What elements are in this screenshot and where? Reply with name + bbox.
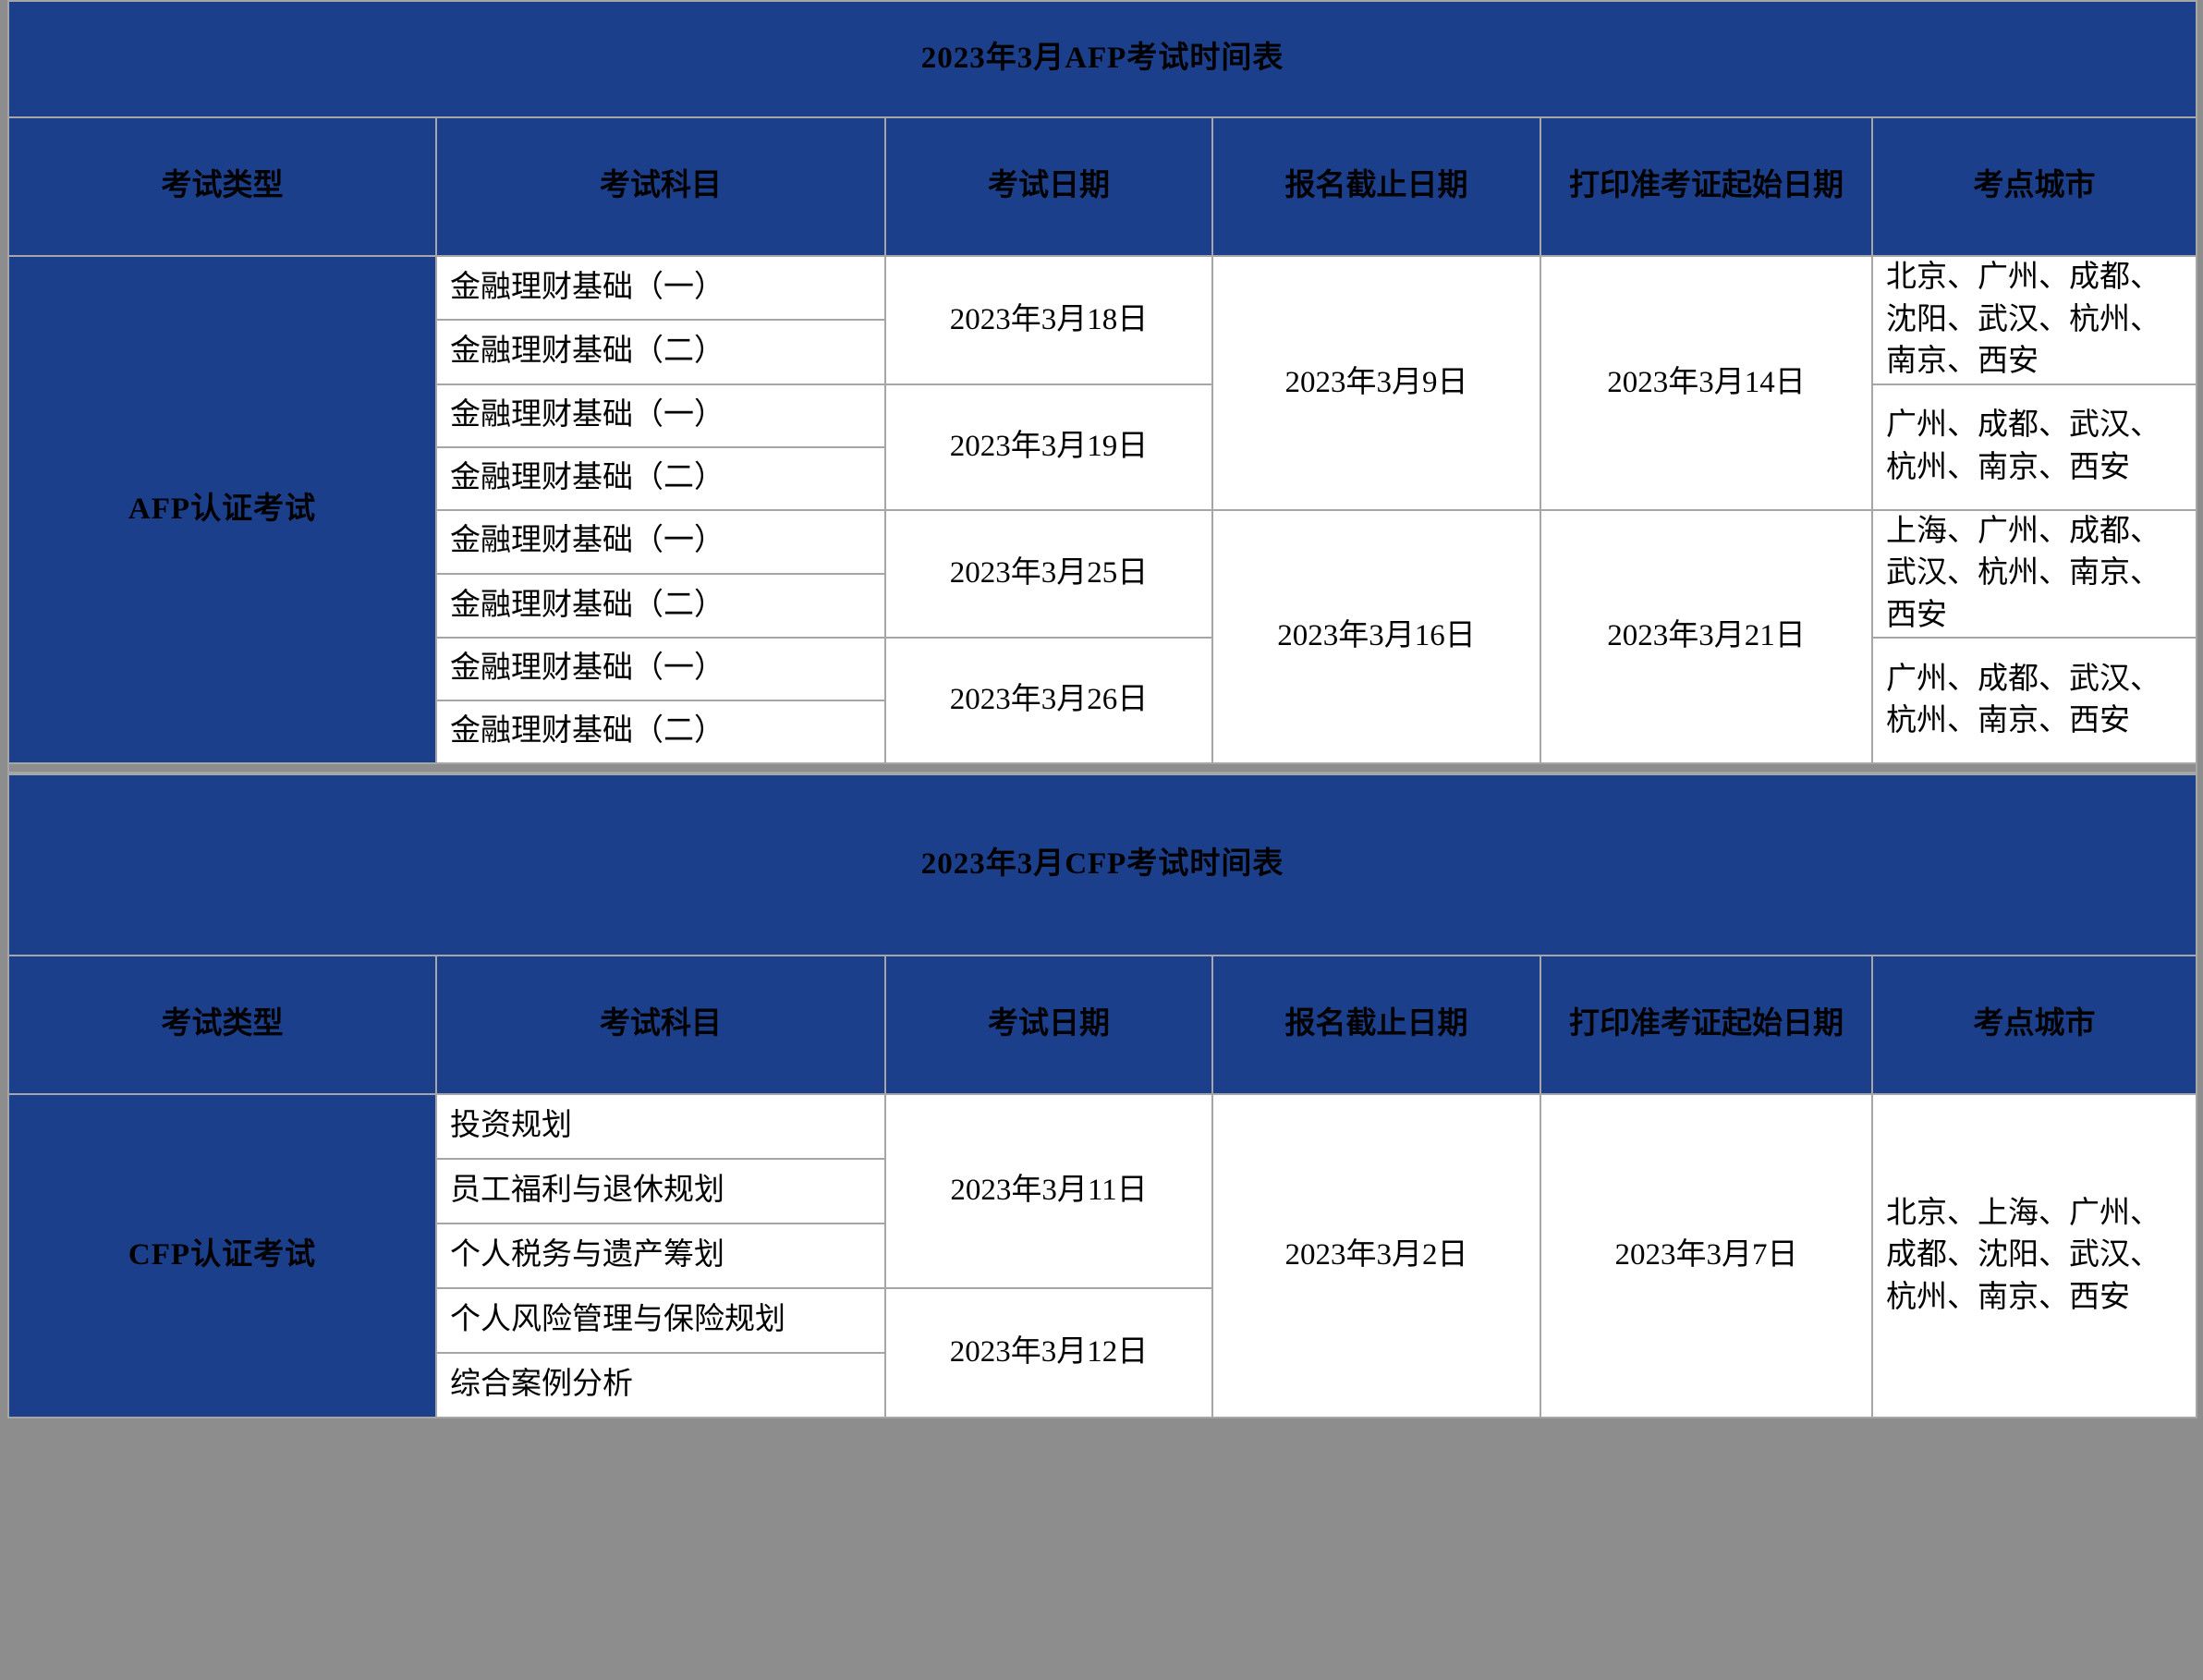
- table-row: 综合案例分析: [8, 1352, 2197, 1419]
- table-row: 个人风险管理与保险规划 2023年3月12日: [8, 1287, 2197, 1419]
- afp-subject-cell: 金融理财基础（一）: [435, 383, 886, 448]
- afp-cities-cell: 北京、广州、成都、沈阳、武汉、杭州、南京、西安: [1870, 255, 2198, 385]
- cfp-subject-cell: 综合案例分析: [435, 1352, 886, 1419]
- header-admission-ticket-start: 打印准考证起始日期: [1540, 116, 1873, 257]
- cfp-header-row: 考试类型 考试科目 考试日期 报名截止日期 打印准考证起始日期 考点城市: [7, 955, 2198, 1096]
- header-exam-subject: 考试科目: [435, 116, 886, 257]
- header-registration-deadline: 报名截止日期: [1211, 955, 1541, 1096]
- afp-subject-cell: 金融理财基础（二）: [435, 445, 886, 511]
- afp-ticket-date-cell: 2023年3月21日: [1540, 508, 1873, 765]
- table-row: 金融理财基础（二）: [8, 319, 2197, 385]
- afp-exam-date-cell: 2023年3月26日: [884, 637, 1213, 765]
- header-exam-subject: 考试科目: [435, 955, 886, 1096]
- table-row: AFP认证考试 金融理财基础（一） 2023年3月18日 2023年3月9日 2…: [7, 254, 2198, 765]
- cfp-subject-cell: 个人风险管理与保险规划: [435, 1287, 886, 1355]
- table-row: 个人税务与遗产筹划: [8, 1223, 2197, 1290]
- afp-exam-date-cell: 2023年3月25日: [884, 508, 1213, 639]
- table-row: 金融理财基础（二）: [8, 445, 2197, 511]
- afp-cities-cell: 广州、成都、武汉、杭州、南京、西安: [1870, 637, 2198, 765]
- table-row: 金融理财基础（二）: [8, 572, 2197, 639]
- afp-title: 2023年3月AFP考试时间表: [6, 0, 2198, 118]
- table-row: 员工福利与退休规划: [8, 1158, 2197, 1225]
- gap-cell: [6, 762, 2198, 774]
- afp-exam-date-cell: 2023年3月18日: [884, 255, 1213, 385]
- afp-cities-cell: 上海、广州、成都、武汉、杭州、南京、西安: [1870, 508, 2198, 639]
- header-exam-type: 考试类型: [7, 955, 437, 1096]
- afp-subject-cell: 金融理财基础（一）: [435, 254, 886, 322]
- cfp-schedule-table: 2023年3月CFP考试时间表 考试类型 考试科目 考试日期 报名截止日期 打印…: [6, 773, 2198, 1419]
- afp-subject-cell: 金融理财基础（二）: [435, 572, 886, 639]
- afp-deadline-cell: 2023年3月9日: [1211, 255, 1541, 511]
- table-section-gap: [6, 762, 2198, 774]
- table-row: 金融理财基础（一） 2023年3月26日 广州、成都、武汉、杭州、南京、西安: [8, 637, 2198, 765]
- afp-exam-type-cell: AFP认证考试: [7, 254, 437, 765]
- cfp-ticket-date-cell: 2023年3月7日: [1540, 1093, 1873, 1419]
- afp-subject-cell: 金融理财基础（一）: [435, 637, 886, 702]
- afp-deadline-cell: 2023年3月16日: [1211, 508, 1541, 765]
- afp-subject-cell: 金融理财基础（二）: [435, 700, 886, 765]
- header-exam-date: 考试日期: [884, 955, 1213, 1096]
- header-exam-cities: 考点城市: [1870, 116, 2198, 257]
- afp-ticket-date-cell: 2023年3月14日: [1540, 255, 1873, 511]
- table-row: CFP认证考试 投资规划 2023年3月11日 2023年3月2日 2023年3…: [7, 1093, 2198, 1419]
- cfp-cities-cell: 北京、上海、广州、成都、沈阳、武汉、杭州、南京、西安: [1870, 1093, 2198, 1419]
- cfp-exam-type-cell: CFP认证考试: [7, 1093, 437, 1419]
- cfp-deadline-cell: 2023年3月2日: [1211, 1093, 1541, 1419]
- afp-exam-date-cell: 2023年3月19日: [884, 383, 1213, 511]
- table-row: 金融理财基础（一） 2023年3月19日 广州、成都、武汉、杭州、南京、西安: [8, 383, 2198, 511]
- cfp-subject-cell: 投资规划: [435, 1093, 886, 1161]
- header-registration-deadline: 报名截止日期: [1211, 116, 1541, 257]
- afp-header-row: 考试类型 考试科目 考试日期 报名截止日期 打印准考证起始日期 考点城市: [7, 116, 2198, 257]
- cfp-exam-date-cell: 2023年3月12日: [884, 1287, 1213, 1419]
- afp-cities-cell: 广州、成都、武汉、杭州、南京、西安: [1870, 383, 2198, 511]
- table-row: 金融理财基础（二）: [8, 700, 2197, 765]
- afp-schedule-table: 2023年3月AFP考试时间表 考试类型 考试科目 考试日期 报名截止日期 打印…: [6, 0, 2198, 774]
- cfp-exam-date-cell: 2023年3月11日: [884, 1093, 1213, 1290]
- table-row: 金融理财基础（一） 2023年3月25日 2023年3月16日 2023年3月2…: [8, 508, 2198, 765]
- cfp-title: 2023年3月CFP考试时间表: [6, 773, 2198, 957]
- afp-subject-cell: 金融理财基础（二）: [435, 319, 886, 385]
- header-admission-ticket-start: 打印准考证起始日期: [1540, 955, 1873, 1096]
- afp-title-row: 2023年3月AFP考试时间表: [6, 0, 2198, 118]
- afp-subject-cell: 金融理财基础（一）: [435, 508, 886, 575]
- header-exam-type: 考试类型: [7, 116, 437, 257]
- header-exam-date: 考试日期: [884, 116, 1213, 257]
- cfp-title-row: 2023年3月CFP考试时间表: [6, 773, 2198, 957]
- cfp-subject-cell: 员工福利与退休规划: [435, 1158, 886, 1225]
- header-exam-cities: 考点城市: [1870, 955, 2198, 1096]
- cfp-subject-cell: 个人税务与遗产筹划: [435, 1223, 886, 1290]
